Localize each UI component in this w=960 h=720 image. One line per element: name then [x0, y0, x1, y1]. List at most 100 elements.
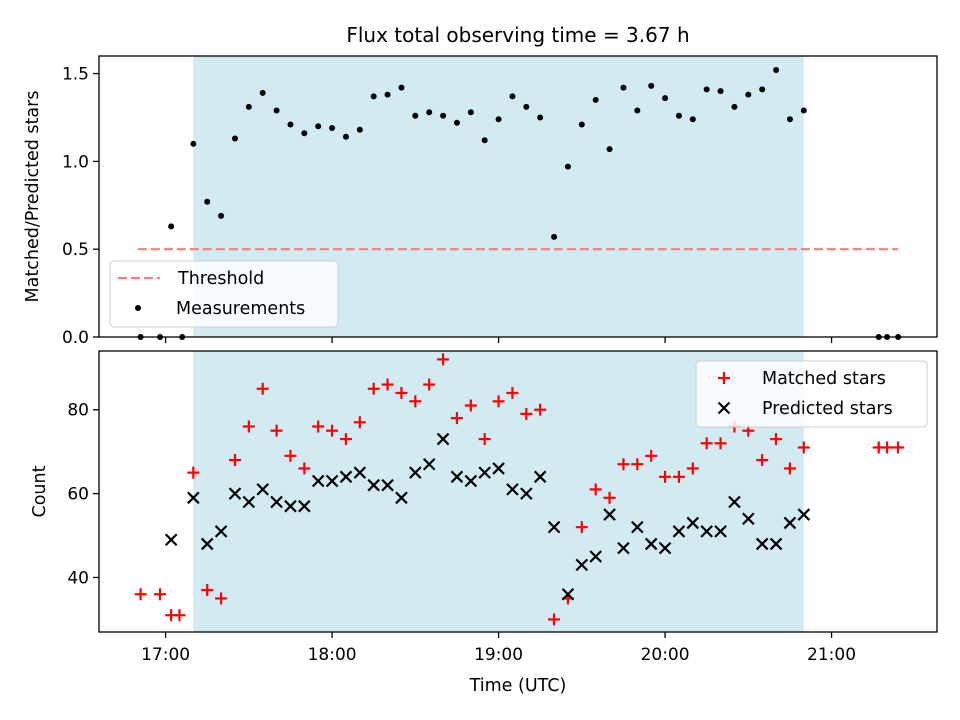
measurement-point [426, 109, 433, 116]
predicted-star-b [395, 491, 408, 505]
predicted-star-b [783, 516, 797, 530]
measurement-point [689, 116, 696, 123]
x-tick-label: 20:00 [641, 645, 690, 665]
top-panel: 0.0 0.5 1.0 1.5 Threshold Measurements [62, 55, 938, 348]
measurement-point [231, 135, 238, 142]
predicted-star-b [617, 541, 630, 555]
matched-star-point [381, 378, 394, 391]
predicted-star-point [589, 550, 602, 563]
predicted-star-point [561, 587, 575, 601]
measurement-point [786, 116, 793, 123]
matched-star-point [659, 470, 672, 483]
predicted-star-b [464, 474, 478, 488]
predicted-star-b [478, 466, 491, 479]
top-y-axis-label: Matched/Predicted stars [23, 91, 43, 303]
y-tick-label: 0.0 [62, 328, 89, 348]
measurement-point [190, 140, 197, 147]
measurement-point [370, 93, 377, 100]
predicted-star-b [533, 470, 547, 484]
measurement-point [537, 114, 544, 121]
matched-star-point [520, 407, 533, 420]
matched-star-point [589, 483, 602, 496]
measurement-point [634, 107, 641, 114]
measurement-point [453, 119, 460, 126]
measurement-point [578, 121, 585, 128]
predicted-star-b [520, 487, 533, 500]
predicted-star-point [339, 470, 353, 484]
predicted-star-point [200, 537, 214, 551]
measurement-point [481, 137, 488, 144]
y-tick-label: 1.0 [62, 152, 89, 172]
predicted-star-b [164, 533, 178, 547]
predicted-star-point [755, 537, 769, 551]
predicted-star-b [256, 483, 269, 496]
predicted-star-point [381, 478, 394, 492]
predicted-star-b [270, 495, 283, 509]
legend-label: Predicted stars [762, 399, 893, 419]
predicted-star-b [714, 525, 727, 538]
predicted-star-b [450, 470, 464, 484]
measurement-point [703, 86, 710, 93]
matched-star-point [154, 588, 167, 601]
predicted-star-point [658, 541, 672, 555]
predicted-star-b [339, 470, 353, 484]
predicted-star-point [728, 495, 741, 509]
matched-star-point [256, 382, 269, 395]
matched-star-point [437, 353, 450, 366]
predicted-star-b [492, 462, 505, 475]
predicted-star-point [533, 470, 547, 484]
predicted-star-point [644, 537, 658, 551]
predicted-star-b [742, 512, 755, 526]
matched-star-point [395, 386, 408, 399]
matched-star-point [534, 403, 547, 416]
predicted-star-b [575, 558, 589, 572]
predicted-star-point [325, 474, 339, 488]
measurement-point [315, 123, 322, 130]
predicted-star-point [686, 516, 700, 530]
matched-star-point [881, 441, 894, 454]
x-tick-label: 18:00 [308, 645, 357, 665]
chart-title: Flux total observing time = 3.67 h [346, 23, 689, 47]
matched-star-point [298, 462, 311, 475]
predicted-star-b [589, 550, 602, 563]
axes-frame [98, 55, 938, 338]
measurement-point [800, 107, 807, 114]
predicted-star-point [603, 508, 616, 521]
predicted-star-point [298, 499, 311, 513]
matched-star-point [242, 420, 255, 433]
predicted-star-point [436, 432, 450, 446]
predicted-star-point [769, 537, 783, 551]
predicted-star-b [381, 478, 394, 492]
y-tick-label: 80 [67, 401, 89, 421]
predicted-star-point [164, 533, 178, 547]
predicted-star-b [644, 537, 658, 551]
legend-label: Matched stars [762, 369, 886, 389]
matched-star-point [783, 462, 796, 475]
predicted-star-point [506, 483, 519, 496]
matched-star-point [686, 462, 699, 475]
matched-star-point [617, 458, 630, 471]
measurement-point [606, 146, 613, 153]
measurement-point [245, 103, 252, 110]
measurement-point [287, 121, 294, 128]
axes-frame [98, 350, 938, 633]
x-tick-label: 19:00 [474, 645, 523, 665]
predicted-star-point [617, 541, 630, 555]
predicted-star-point [367, 478, 380, 492]
measurement-point [398, 84, 405, 91]
matched-star-point [603, 491, 616, 504]
matched-star-point [631, 458, 644, 471]
matched-star-point [173, 609, 186, 622]
measurement-point [168, 223, 175, 230]
predicted-star-point [575, 558, 589, 572]
legend-measurement-swatch [135, 305, 141, 311]
measurement-point [773, 67, 780, 74]
matched-star-point [339, 433, 352, 446]
matched-star-point [714, 437, 727, 450]
predicted-star-point [409, 466, 422, 479]
predicted-star-b [367, 478, 380, 492]
predicted-star-b [700, 525, 713, 538]
matched-star-point [506, 386, 519, 399]
bottom-panel: 40 60 80 17:00 18:00 19:00 20:00 21:00 Matched s… [67, 350, 938, 665]
